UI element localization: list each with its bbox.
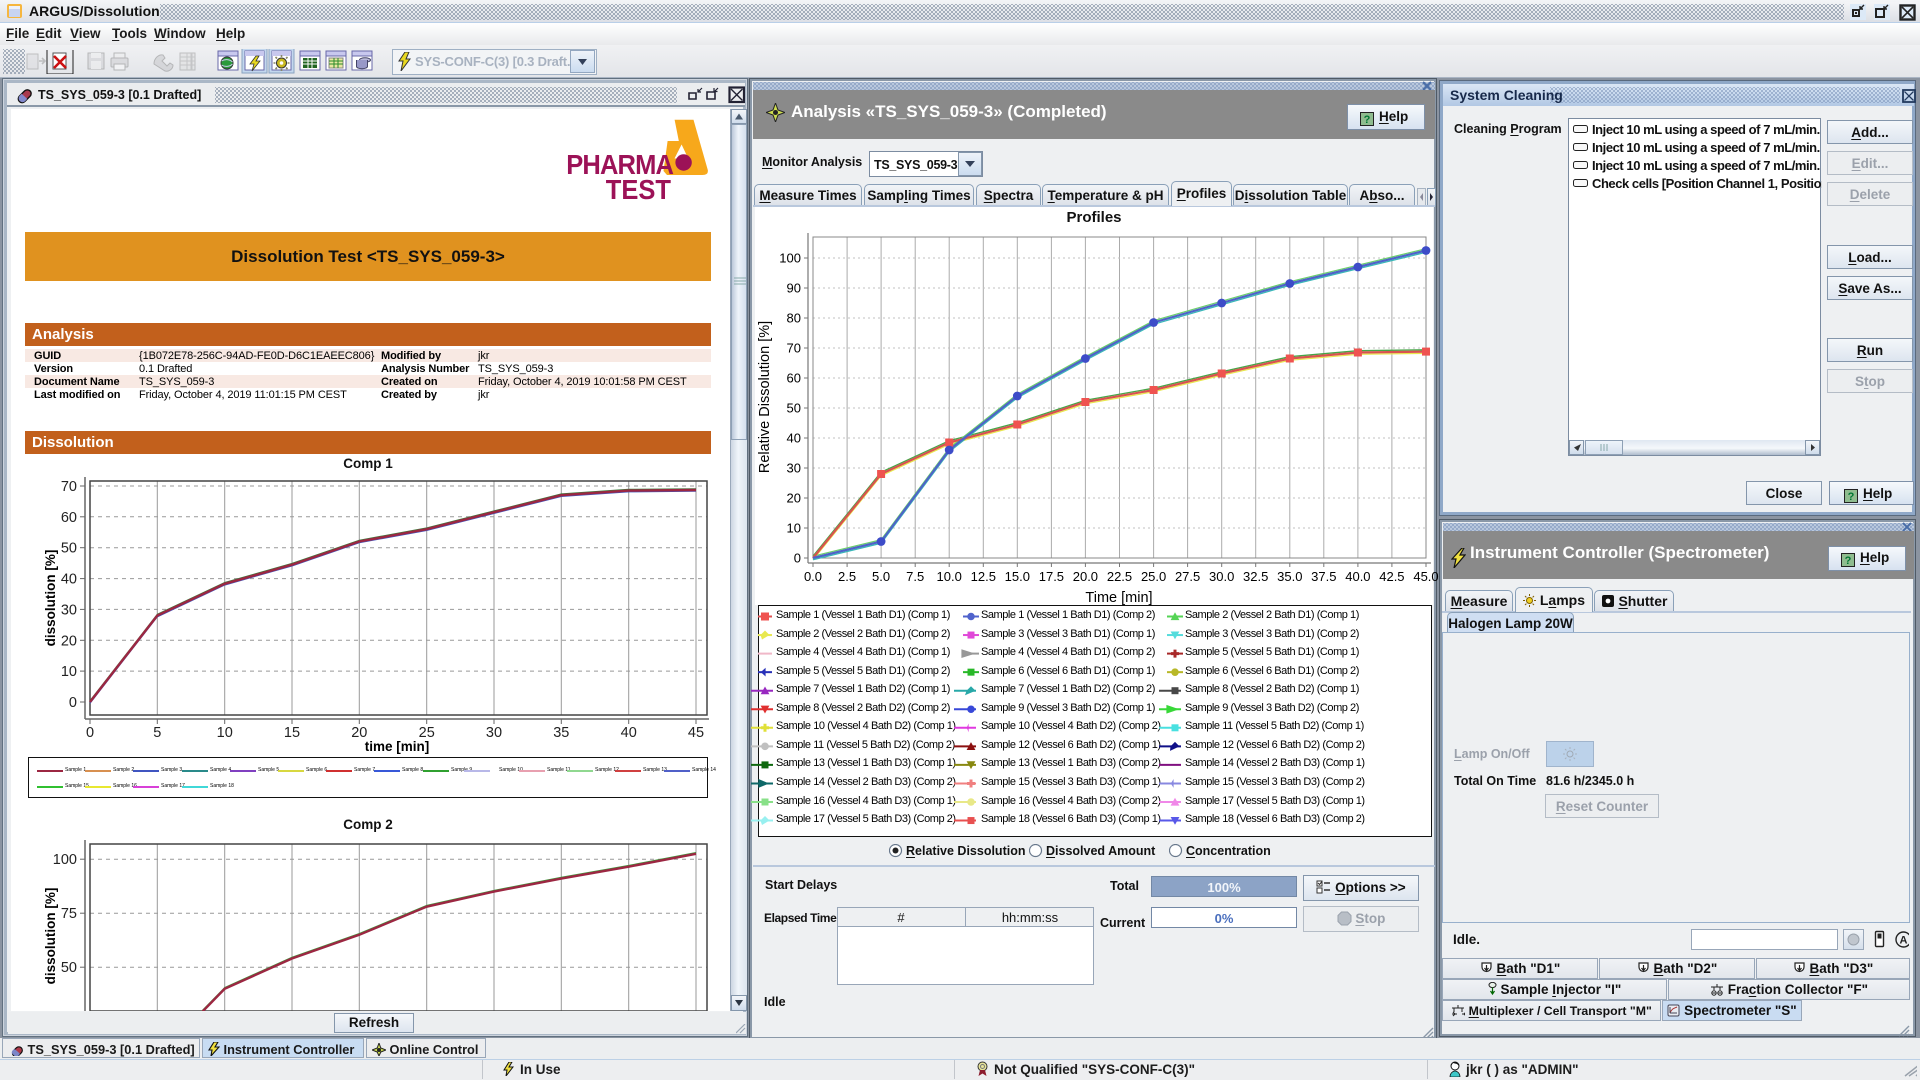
svg-text:5: 5: [153, 725, 161, 741]
svg-text:75: 75: [61, 906, 77, 922]
svg-text:25: 25: [419, 725, 435, 741]
svg-text:10.0: 10.0: [937, 569, 962, 584]
svg-text:80: 80: [787, 311, 801, 326]
svg-text:45.0: 45.0: [1413, 569, 1438, 584]
svg-text:40: 40: [787, 431, 801, 446]
svg-text:37.5: 37.5: [1311, 569, 1336, 584]
svg-text:17.5: 17.5: [1039, 569, 1064, 584]
svg-text:5.0: 5.0: [872, 569, 890, 584]
svg-text:90: 90: [787, 281, 801, 296]
svg-text:60: 60: [61, 510, 77, 526]
svg-text:15.0: 15.0: [1005, 569, 1030, 584]
svg-text:40: 40: [621, 725, 637, 741]
svg-text:30.0: 30.0: [1209, 569, 1234, 584]
svg-text:0: 0: [69, 695, 77, 711]
svg-text:10: 10: [787, 521, 801, 536]
svg-text:Time [min]: Time [min]: [1085, 590, 1152, 606]
svg-text:10: 10: [217, 725, 233, 741]
svg-text:20: 20: [787, 491, 801, 506]
svg-text:0: 0: [86, 725, 94, 741]
svg-text:70: 70: [787, 341, 801, 356]
svg-text:time [min]: time [min]: [365, 739, 430, 754]
svg-text:20: 20: [61, 633, 77, 649]
svg-text:50: 50: [787, 401, 801, 416]
svg-text:20: 20: [351, 725, 367, 741]
svg-text:7.5: 7.5: [906, 569, 924, 584]
svg-text:0: 0: [794, 551, 801, 566]
svg-text:50: 50: [61, 541, 77, 557]
svg-text:25.0: 25.0: [1141, 569, 1166, 584]
svg-text:15: 15: [284, 725, 300, 741]
svg-text:100: 100: [53, 852, 77, 868]
svg-text:20.0: 20.0: [1073, 569, 1098, 584]
svg-text:10: 10: [61, 664, 77, 680]
svg-text:A: A: [1900, 935, 1908, 947]
svg-text:30: 30: [787, 461, 801, 476]
svg-text:0.0: 0.0: [804, 569, 822, 584]
svg-text:27.5: 27.5: [1175, 569, 1200, 584]
svg-text:30: 30: [61, 602, 77, 618]
svg-text:40.0: 40.0: [1345, 569, 1370, 584]
svg-text:50: 50: [61, 960, 77, 976]
svg-text:40: 40: [61, 572, 77, 588]
svg-text:60: 60: [787, 371, 801, 386]
svg-text:Relative Dissolution [%]: Relative Dissolution [%]: [757, 321, 773, 473]
svg-text:32.5: 32.5: [1243, 569, 1268, 584]
svg-text:70: 70: [61, 479, 77, 495]
svg-text:100: 100: [779, 251, 801, 266]
svg-text:45: 45: [688, 725, 704, 741]
svg-text:dissolution [%]: dissolution [%]: [43, 550, 58, 647]
svg-text:35.0: 35.0: [1277, 569, 1302, 584]
svg-text:42.5: 42.5: [1379, 569, 1404, 584]
svg-text:dissolution [%]: dissolution [%]: [43, 888, 58, 985]
svg-text:22.5: 22.5: [1107, 569, 1132, 584]
svg-text:2.5: 2.5: [838, 569, 856, 584]
svg-text:12.5: 12.5: [971, 569, 996, 584]
svg-text:30: 30: [486, 725, 502, 741]
svg-text:35: 35: [553, 725, 569, 741]
